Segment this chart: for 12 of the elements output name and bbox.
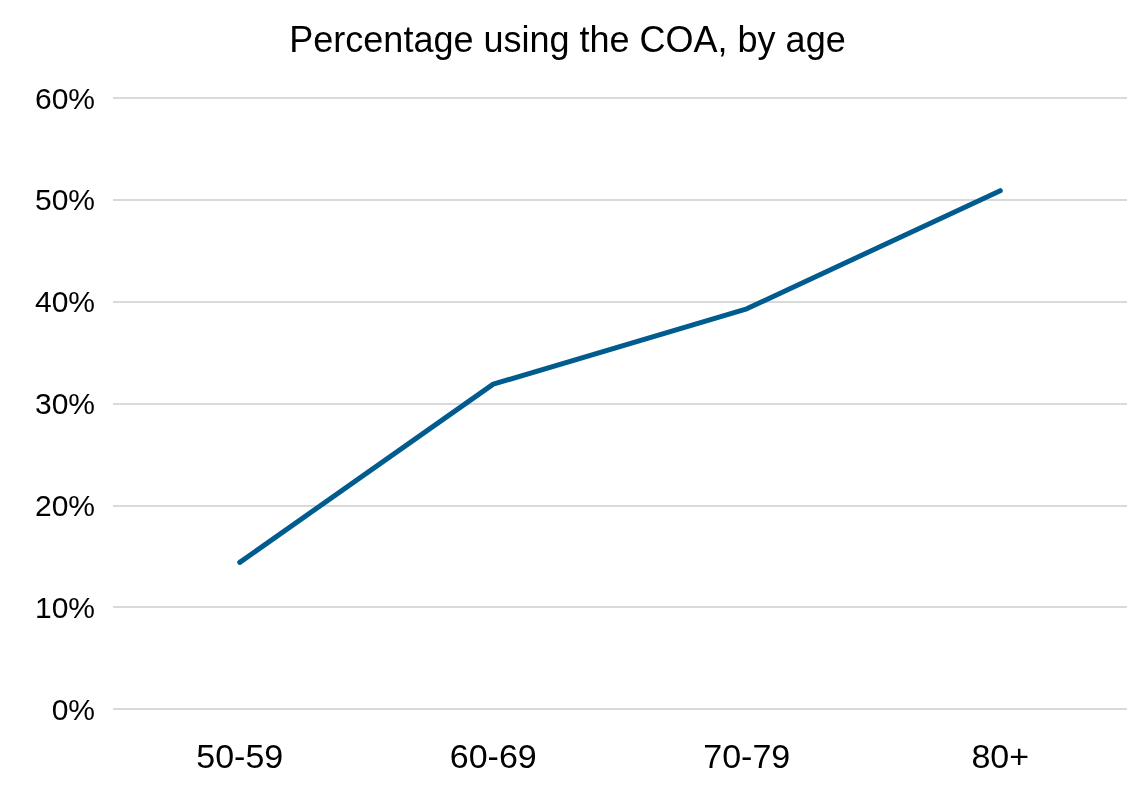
y-tick-label: 40%: [34, 285, 95, 319]
x-tick-label: 80+: [971, 737, 1030, 775]
x-tick-label: 60-69: [449, 737, 537, 775]
y-tick-label: 20%: [34, 488, 95, 522]
x-tick-label: 70-79: [703, 737, 791, 775]
y-tick-label: 10%: [34, 590, 95, 624]
y-tick-label: 50%: [34, 183, 95, 217]
x-tick-label: 50-59: [196, 737, 284, 775]
y-tick-label: 0%: [51, 692, 95, 726]
y-tick-label: 30%: [34, 387, 95, 420]
y-tick-label: 60%: [34, 81, 95, 115]
chart-title: Percentage using the COA, by age: [289, 18, 846, 60]
